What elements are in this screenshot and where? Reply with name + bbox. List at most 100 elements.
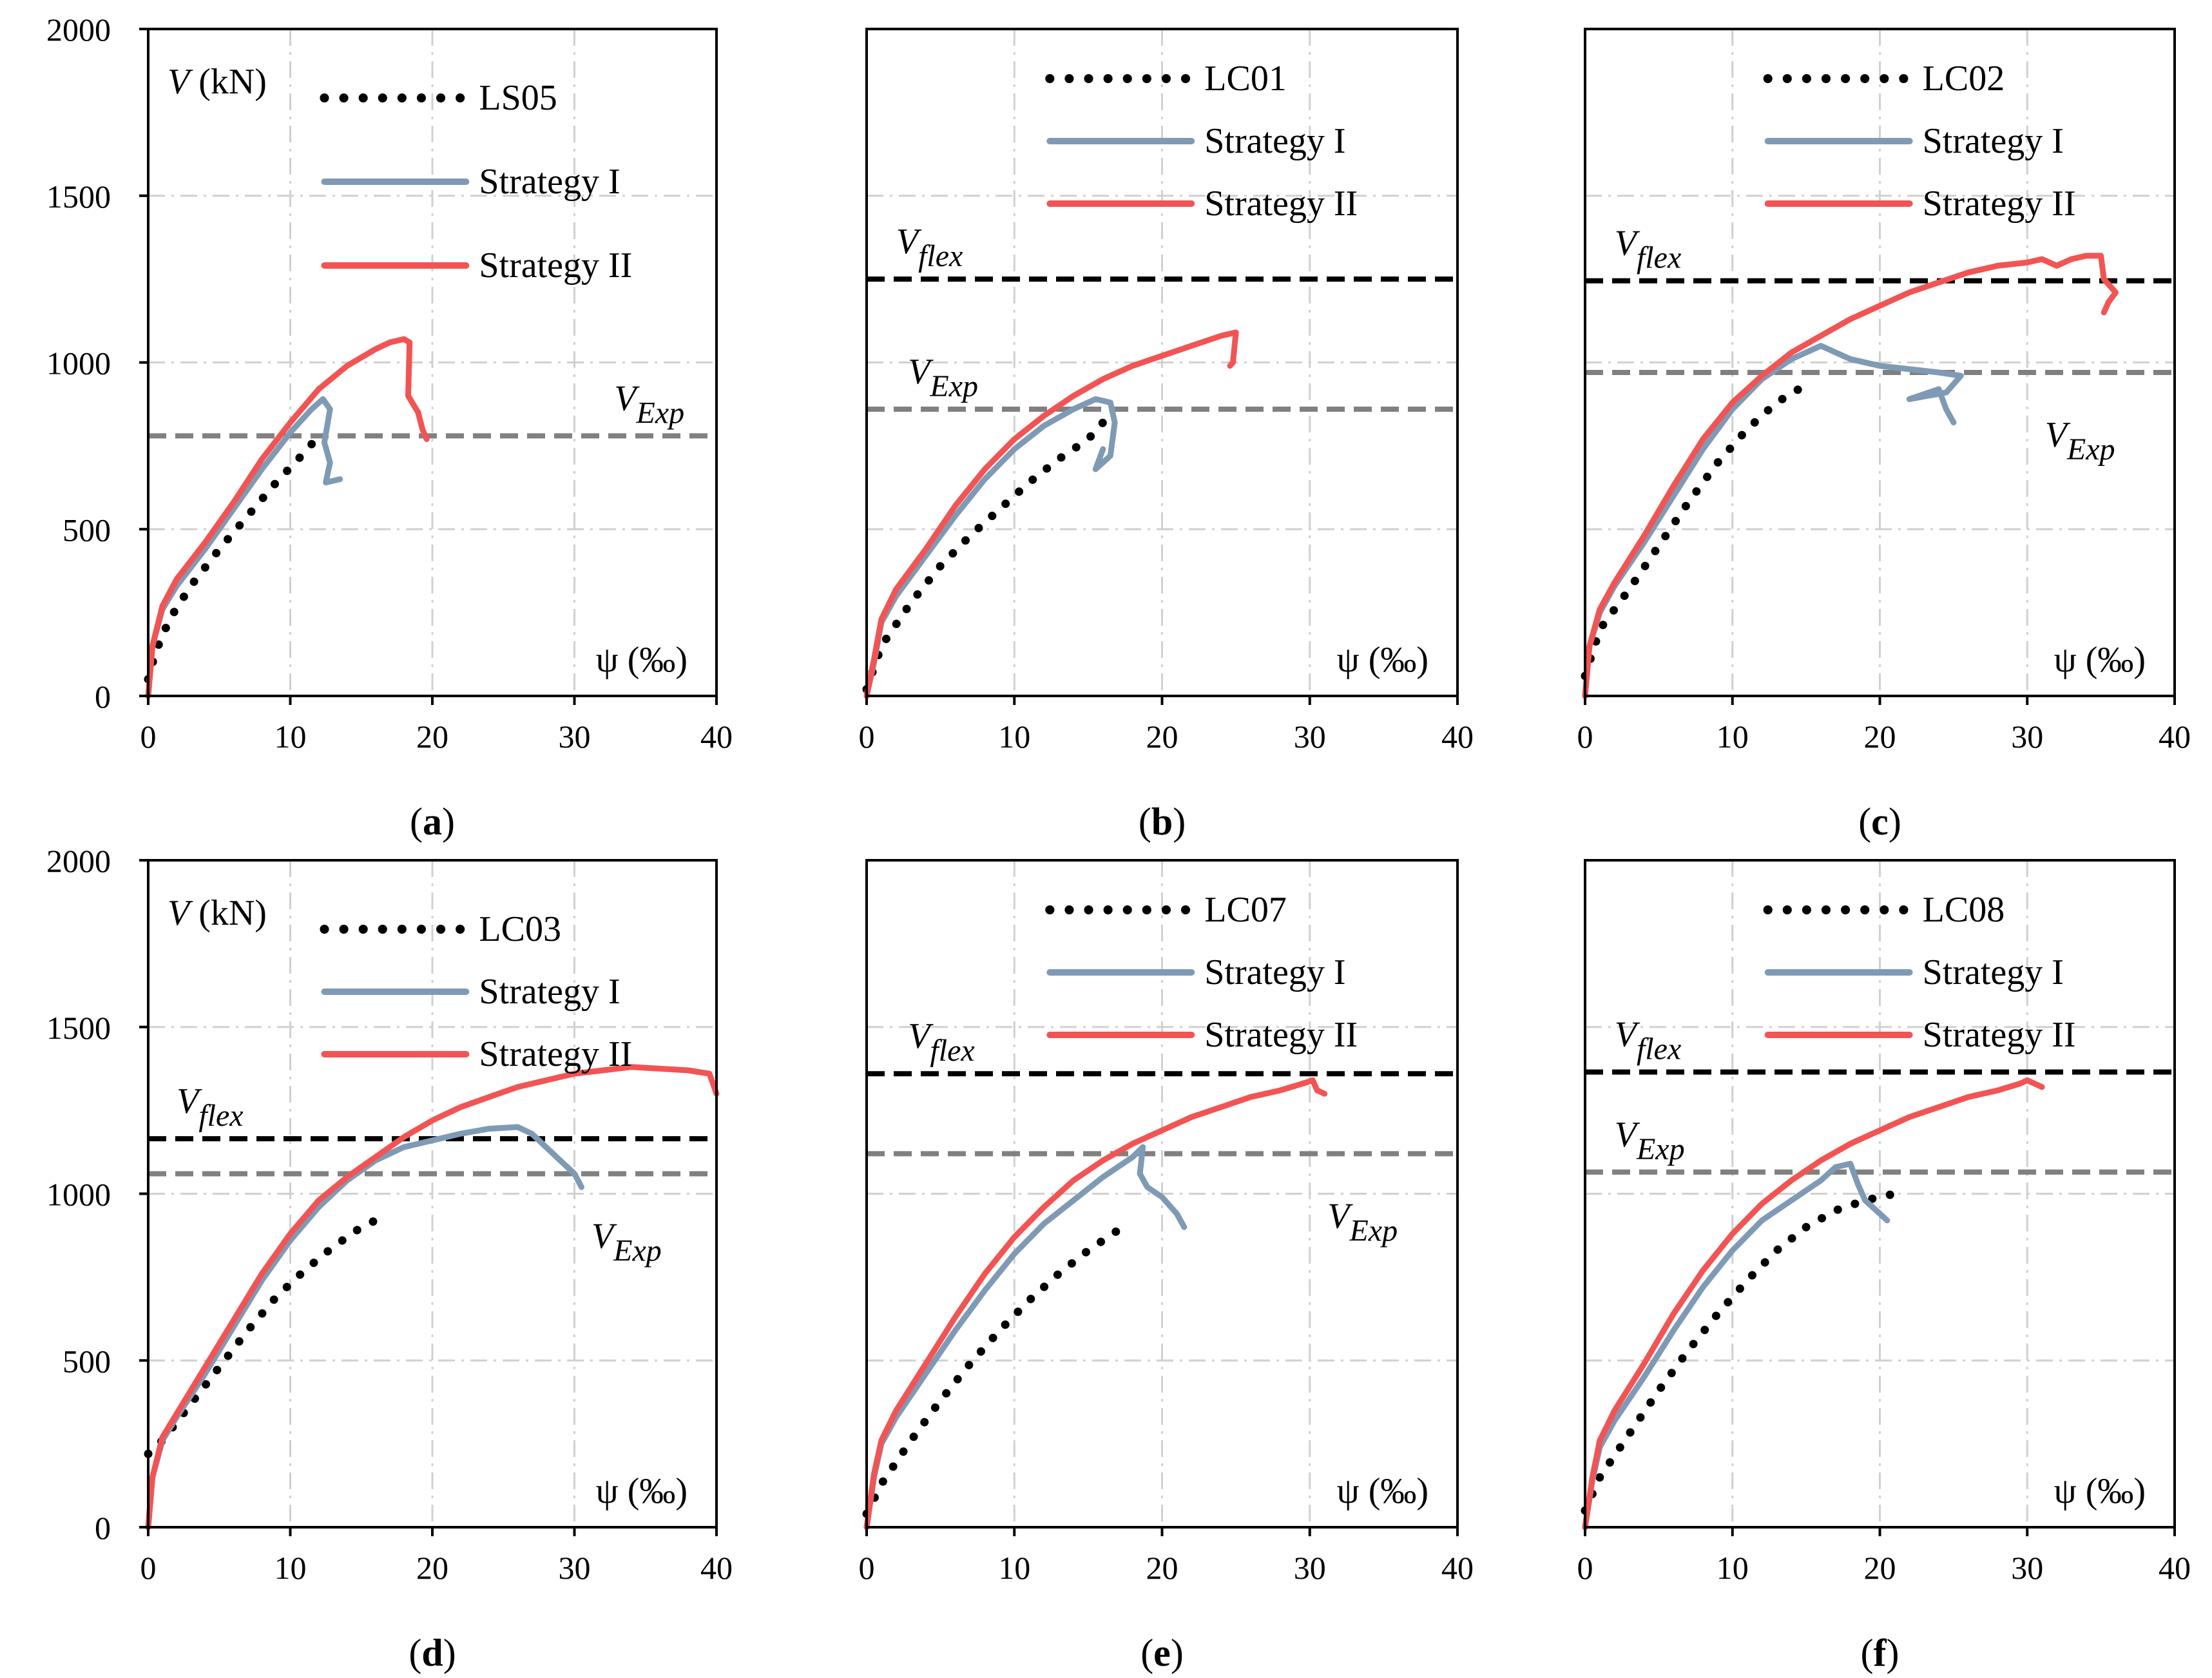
reference-label-main: V [591,1216,617,1256]
x-tick-label: 10 [998,1550,1030,1586]
reference-label-main: V [177,1081,202,1121]
x-tick-label: 30 [2011,718,2043,755]
x-axis-label: ψ (‰) [596,640,688,680]
reference-label-subscript: Exp [613,1233,662,1268]
series-line-strategy-i [1582,343,1964,699]
y-tick-label: 1000 [46,1177,111,1213]
x-tick-label: 40 [2159,1550,2191,1586]
x-tick-label: 10 [998,718,1030,755]
series-line-strategy-i [863,1144,1188,1530]
y-axis-unit: (kN) [189,893,267,933]
x-tick-label: 20 [1864,1550,1896,1586]
x-tick-label: 20 [1146,718,1178,755]
x-axis-label: ψ (‰) [1337,1471,1428,1511]
legend-label: Strategy II [1204,1015,1358,1055]
series-line-lc08 [1581,1190,1899,1515]
reference-label-main: V [1615,224,1640,264]
caption-paren: ( [409,1632,421,1674]
series-line-strategy-ii [145,1064,720,1530]
series-line-lc03 [144,1216,380,1458]
y-tick-label: 1500 [46,1010,111,1046]
legend-label: LC01 [1204,59,1287,99]
caption-paren: ) [1886,1632,1899,1674]
reference-label-main: V [614,378,640,418]
reference-label-exp: VExp [908,352,978,403]
caption-paren: ( [1858,800,1871,843]
series-line-strategy-ii [1582,1077,2045,1530]
x-tick-label: 0 [140,1550,157,1586]
series-line-strategy-i [1582,1161,1890,1530]
x-tick-label: 0 [1577,1550,1593,1586]
reference-label-flex: Vflex [1615,224,1682,275]
x-tick-label: 20 [416,718,448,755]
reference-label-exp: VExp [614,378,684,430]
x-tick-label: 30 [1294,718,1326,755]
panel-caption: (d) [409,1632,456,1674]
caption-paren: ) [1171,1632,1184,1674]
y-tick-label: 500 [63,1343,111,1379]
legend-label: Strategy II [479,1034,632,1074]
panel-caption: (c) [1858,800,1901,843]
panel-caption: (e) [1140,1632,1184,1674]
x-tick-label: 40 [700,1550,733,1586]
reference-label-subscript: flex [1637,241,1681,275]
y-tick-label: 2000 [46,12,111,48]
caption-letter: f [1874,1632,1887,1674]
series-line-strategy-ii [145,336,430,699]
series-line-ls05 [144,431,323,684]
x-tick-label: 40 [2159,718,2191,755]
reference-label-flex: Vflex [177,1081,244,1133]
reference-label-main: V [908,1016,934,1056]
caption-paren: ) [1173,800,1186,843]
reference-label-exp: VExp [1615,1115,1685,1166]
reference-label-flex: Vflex [1615,1015,1682,1066]
y-tick-label: 1000 [46,345,111,381]
reference-label-subscript: Exp [1349,1213,1398,1248]
reference-label-main: V [2045,415,2071,455]
reference-label-main: V [1615,1015,1640,1055]
y-axis-symbol: V [168,893,193,933]
x-axis-label: ψ (‰) [596,1471,688,1511]
legend-label: Strategy II [1923,184,2076,224]
series-line-lc01 [862,418,1108,694]
x-tick-label: 0 [140,718,157,755]
reference-label-subscript: Exp [1636,1132,1685,1166]
caption-letter: e [1153,1632,1171,1674]
y-tick-label: 0 [95,679,111,715]
caption-letter: a [423,800,442,843]
reference-label-subscript: flex [930,1034,974,1068]
reference-label-subscript: Exp [2066,432,2115,467]
series-line-lc02 [1581,385,1803,680]
reference-label-subscript: flex [198,1099,243,1133]
panel-caption: (b) [1139,800,1186,843]
y-axis-unit: (kN) [189,62,267,102]
caption-paren: ( [1139,800,1151,843]
x-tick-label: 40 [700,718,733,755]
x-tick-label: 0 [859,718,875,755]
series-line-lc07 [862,1226,1122,1518]
reference-label-main: V [908,352,934,392]
series-line-strategy-ii [1582,253,2119,699]
x-tick-label: 20 [1864,718,1896,755]
x-tick-label: 30 [2011,1550,2043,1586]
legend-label: LC07 [1204,890,1287,930]
y-tick-label: 1500 [46,178,111,215]
legend-label: Strategy II [1204,184,1358,224]
reference-label-subscript: flex [1637,1032,1681,1066]
x-tick-label: 10 [274,718,307,755]
y-tick-label: 500 [63,512,111,548]
series-line-strategy-i [145,1124,584,1530]
panel-caption: (a) [410,800,455,843]
caption-paren: ( [1140,1632,1153,1674]
caption-letter: c [1871,800,1889,843]
x-tick-label: 10 [1717,1550,1749,1586]
reference-label-flex: Vflex [908,1016,975,1068]
legend-label: LC03 [479,909,561,949]
legend-label: LS05 [479,78,557,118]
series-line-strategy-ii [863,329,1239,699]
